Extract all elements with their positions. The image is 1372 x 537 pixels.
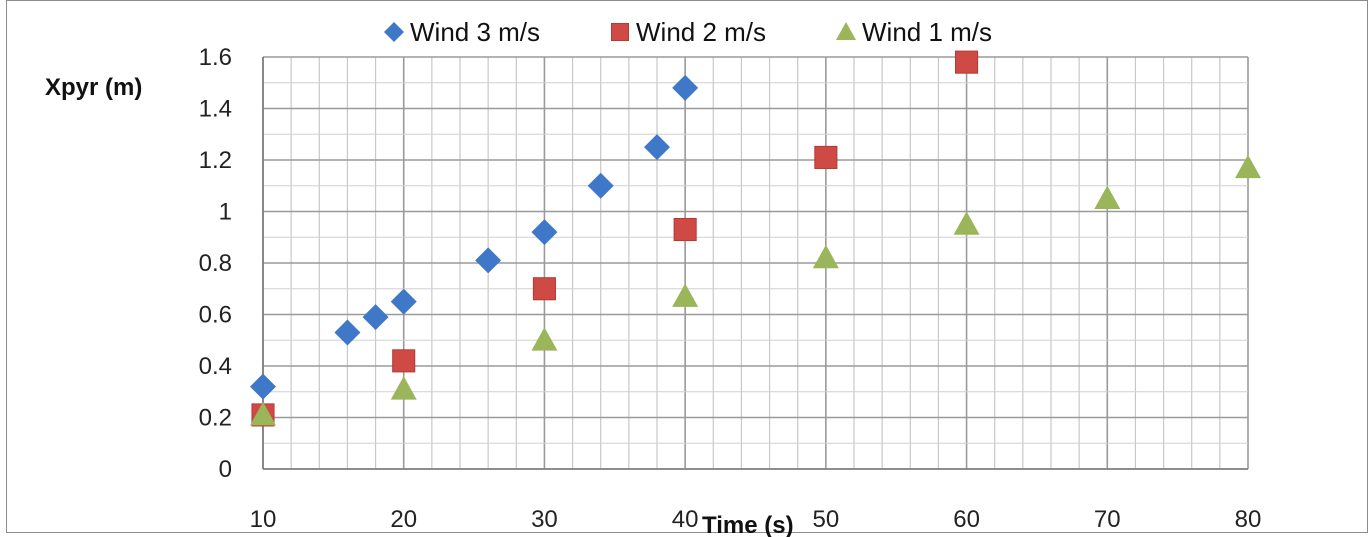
y-tick-label: 1.4 <box>199 96 232 123</box>
y-tick-label: 1 <box>219 199 232 226</box>
data-point-wind-3-m-s <box>531 219 558 246</box>
data-point-wind-1-m-s <box>1094 185 1121 210</box>
legend-marker-wind-2-m-s <box>611 23 629 41</box>
data-point-wind-1-m-s <box>953 211 980 235</box>
x-tick-label: 10 <box>250 506 277 533</box>
legend-label: Wind 2 m/s <box>636 17 766 47</box>
data-point-wind-1-m-s <box>812 244 839 269</box>
grid-lines <box>262 56 1249 470</box>
legend-item-wind-2-m-s: Wind 2 m/s <box>611 17 766 47</box>
y-tick-labels: 0 0.2 0.4 0.6 0.8 1 1.2 1.4 1.6 <box>199 44 232 483</box>
data-point-wind-3-m-s <box>644 134 670 161</box>
x-tick-labels: 10 20 30 40 50 60 70 80 <box>250 506 1262 533</box>
y-tick-label: 0.6 <box>199 302 232 329</box>
data-point-wind-2-m-s <box>673 217 697 242</box>
data-point-wind-1-m-s <box>1235 154 1261 179</box>
series-wind-1-m-s <box>250 154 1261 426</box>
data-point-wind-1-m-s <box>250 401 276 426</box>
x-tick-label: 30 <box>531 506 558 533</box>
y-tick-label: 1.6 <box>199 44 232 71</box>
data-point-wind-3-m-s <box>334 319 361 346</box>
legend-marker-wind-1-m-s <box>836 22 856 40</box>
legend-item-wind-3-m-s: Wind 3 m/s <box>384 17 540 47</box>
y-tick-label: 0.4 <box>199 353 232 380</box>
data-point-wind-2-m-s <box>955 50 979 74</box>
data-point-wind-2-m-s <box>532 277 556 301</box>
data-markers <box>250 50 1261 427</box>
data-point-wind-2-m-s <box>814 145 838 169</box>
y-tick-label: 1.2 <box>199 147 232 174</box>
data-point-wind-3-m-s <box>390 288 417 315</box>
y-tick-label: 0.2 <box>199 405 232 432</box>
x-axis-title: Time (s) <box>702 512 794 537</box>
y-axis-title: Xpyr (m) <box>45 74 142 101</box>
legend-item-wind-1-m-s: Wind 1 m/s <box>836 17 992 47</box>
data-point-wind-1-m-s <box>531 327 558 351</box>
legend-marker-wind-3-m-s <box>384 22 404 42</box>
x-tick-label: 60 <box>953 506 980 533</box>
legend-label: Wind 3 m/s <box>410 17 540 47</box>
data-point-wind-2-m-s <box>392 349 416 373</box>
legend-label: Wind 1 m/s <box>862 17 992 47</box>
data-point-wind-1-m-s <box>390 376 417 400</box>
x-tick-label: 50 <box>813 506 840 533</box>
legend: Wind 3 m/s Wind 2 m/s Wind 1 m/s <box>384 17 992 47</box>
data-point-wind-3-m-s <box>672 74 699 101</box>
y-tick-label: 0 <box>219 456 232 483</box>
x-tick-label: 80 <box>1235 506 1262 533</box>
series-wind-2-m-s <box>251 50 979 427</box>
data-point-wind-3-m-s <box>475 247 502 274</box>
x-tick-label: 20 <box>390 506 417 533</box>
data-point-wind-3-m-s <box>250 373 276 400</box>
data-point-wind-3-m-s <box>362 304 389 331</box>
x-tick-label: 40 <box>672 506 699 533</box>
data-point-wind-3-m-s <box>587 172 614 199</box>
y-tick-label: 0.8 <box>199 250 232 277</box>
x-tick-label: 70 <box>1094 506 1121 533</box>
series-wind-3-m-s <box>250 74 699 400</box>
data-point-wind-1-m-s <box>672 283 699 307</box>
